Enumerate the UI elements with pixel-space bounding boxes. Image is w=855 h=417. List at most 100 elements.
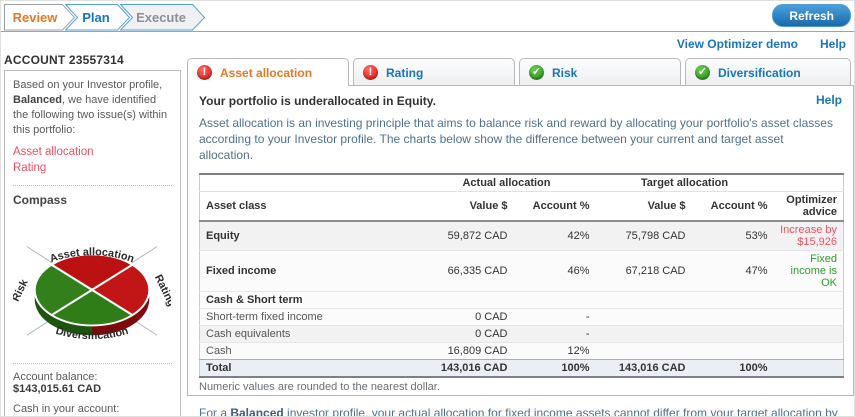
cell-advice [773,325,844,343]
tab-rating[interactable]: ! Rating [353,58,515,86]
issue-link-rating[interactable]: Rating [13,162,47,175]
cell-target-value: 75,798 CAD [595,220,692,251]
cell-asset-class: Equity [199,220,418,251]
breadcrumb-step-review[interactable]: Review [4,4,76,31]
cell-advice [773,342,844,360]
account-title: ACCOUNT 23557314 [4,53,124,67]
panel-description: Asset allocation is an investing princip… [199,116,833,163]
cell-target-value: 67,218 CAD [595,250,692,292]
refresh-button[interactable]: Refresh [772,4,851,27]
cell-actual-pct: 42% [513,220,596,251]
table-row-fixed-income: Fixed income 66,335 CAD 46% 67,218 CAD 4… [199,250,844,292]
cell-total-target-pct: 100% [691,358,774,378]
divider [13,362,172,364]
table-row-cash-equivalents: Cash equivalents 0 CAD - [199,325,844,343]
compass-segment-asset-allocation[interactable] [50,252,134,291]
cell-advice: Fixed income is OK [773,250,844,292]
top-bar: Review Plan Execute Refresh [1,1,854,32]
tab-asset-allocation[interactable]: ! Asset allocation [187,58,349,86]
compass-segment-rating[interactable] [91,263,151,316]
tab-label: Risk [552,65,578,80]
breadcrumb-step-plan[interactable]: Plan [65,4,131,31]
divider [13,184,172,186]
compass-label-rating: Rating [152,272,171,308]
cell-total-actual-value: 143,016 CAD [417,358,514,378]
tab-diversification[interactable]: ✓ Diversification [685,58,851,86]
tab-risk[interactable]: ✓ Risk [519,58,681,86]
main-content: ! Asset allocation ! Rating ✓ Risk ✓ Div… [187,58,854,416]
tab-label: Diversification [718,65,801,80]
panel-title: Your portfolio is underallocated in Equi… [199,94,436,108]
issue-links: Asset allocation Rating [13,144,172,176]
cell-asset-class: Fixed income [199,250,418,292]
cell-total-target-value: 143,016 CAD [595,358,692,378]
check-icon: ✓ [695,65,710,80]
empty-cell [199,173,418,192]
top-links: View Optimizer demo Help [677,37,846,51]
profile-rule-note: For a Balanced investor profile, your ac… [199,405,844,417]
alert-icon: ! [363,65,378,80]
col-actual-pct: Account % [513,191,596,222]
profile-name: Balanced [13,93,62,106]
profile-summary-suffix: , we have identified the following two i… [13,93,168,136]
target-allocation-header: Target allocation [595,173,774,192]
actual-allocation-header: Actual allocation [417,173,596,192]
cell-actual-value: 66,335 CAD [417,250,514,292]
cell-actual-value: 0 CAD [417,325,514,343]
cell-target-pct [691,342,774,360]
table-footnote: Numeric values are rounded to the neares… [199,380,440,393]
chevron-shape [120,4,206,31]
cell-actual-pct: 46% [513,250,596,292]
cell-target-value [595,308,692,326]
note-profile-name: Balanced [230,405,284,417]
note-suffix: investor profile, your actual allocation… [287,405,838,417]
breadcrumb-step-execute[interactable]: Execute [120,4,206,31]
table-row-cash-short-term-group: Cash & Short term [199,291,844,309]
compass-title: Compass [13,192,68,207]
breadcrumb-label: Plan [82,10,110,25]
col-optimizer-advice: Optimizer advice [773,191,844,222]
help-link-panel[interactable]: Help [815,93,842,107]
asset-allocation-panel: Your portfolio is underallocated in Equi… [187,85,854,416]
note-prefix: For a [199,405,231,417]
chevron-shape [4,4,76,31]
cell-asset-class: Cash [199,342,418,360]
cell-total-actual-pct: 100% [513,358,596,378]
cell-actual-value: 16,809 CAD [417,342,514,360]
col-actual-value: Value $ [417,191,514,222]
compass-segment-diversification[interactable] [50,288,134,326]
compass-quadrants [33,252,151,326]
cell-advice: Increase by $15,926 [773,220,844,251]
col-target-value: Value $ [595,191,692,222]
cell-advice [773,308,844,326]
view-optimizer-demo-link[interactable]: View Optimizer demo [676,37,798,51]
compass-pie: Asset allocation Diversification Risk Ra… [10,245,178,342]
cell-actual-pct: - [513,325,596,343]
breadcrumb: Review Plan Execute [4,4,206,31]
cell-actual-pct: - [513,308,596,326]
cell-target-value [595,325,692,343]
cell-total-label: Total [199,358,418,378]
table-column-header-row: Asset class Value $ Account % Value $ Ac… [199,191,844,222]
sidebar: ACCOUNT 23557314 Based on your Investor … [4,53,181,416]
help-link-top[interactable]: Help [819,37,846,51]
cash-value: $16,809.00 converted to CAD [13,415,172,416]
cell-target-pct: 53% [691,220,774,251]
cell-actual-value: 0 CAD [417,308,514,326]
compass-chart: Asset allocation Diversification Risk Ra… [10,209,178,355]
cash-label: Cash in your account: [13,402,120,415]
table-group-header-row: Actual allocation Target allocation [199,173,844,192]
cell-target-value [595,342,692,360]
table-row-cash: Cash 16,809 CAD 12% [199,342,844,360]
breadcrumb-label: Review [12,10,58,25]
compass-segment-risk[interactable] [33,263,93,316]
cell-asset-class: Short-term fixed income [199,308,418,326]
profile-summary: Based on your Investor profile, Balanced… [13,78,172,137]
profile-summary-prefix: Based on your Investor profile, [13,79,163,91]
compass-label-risk: Risk [13,276,31,303]
issue-link-asset-allocation[interactable]: Asset allocation [13,146,94,159]
tab-strip: ! Asset allocation ! Rating ✓ Risk ✓ Div… [187,58,854,86]
breadcrumb-label: Execute [136,10,186,25]
cell-actual-value: 59,872 CAD [417,220,514,251]
